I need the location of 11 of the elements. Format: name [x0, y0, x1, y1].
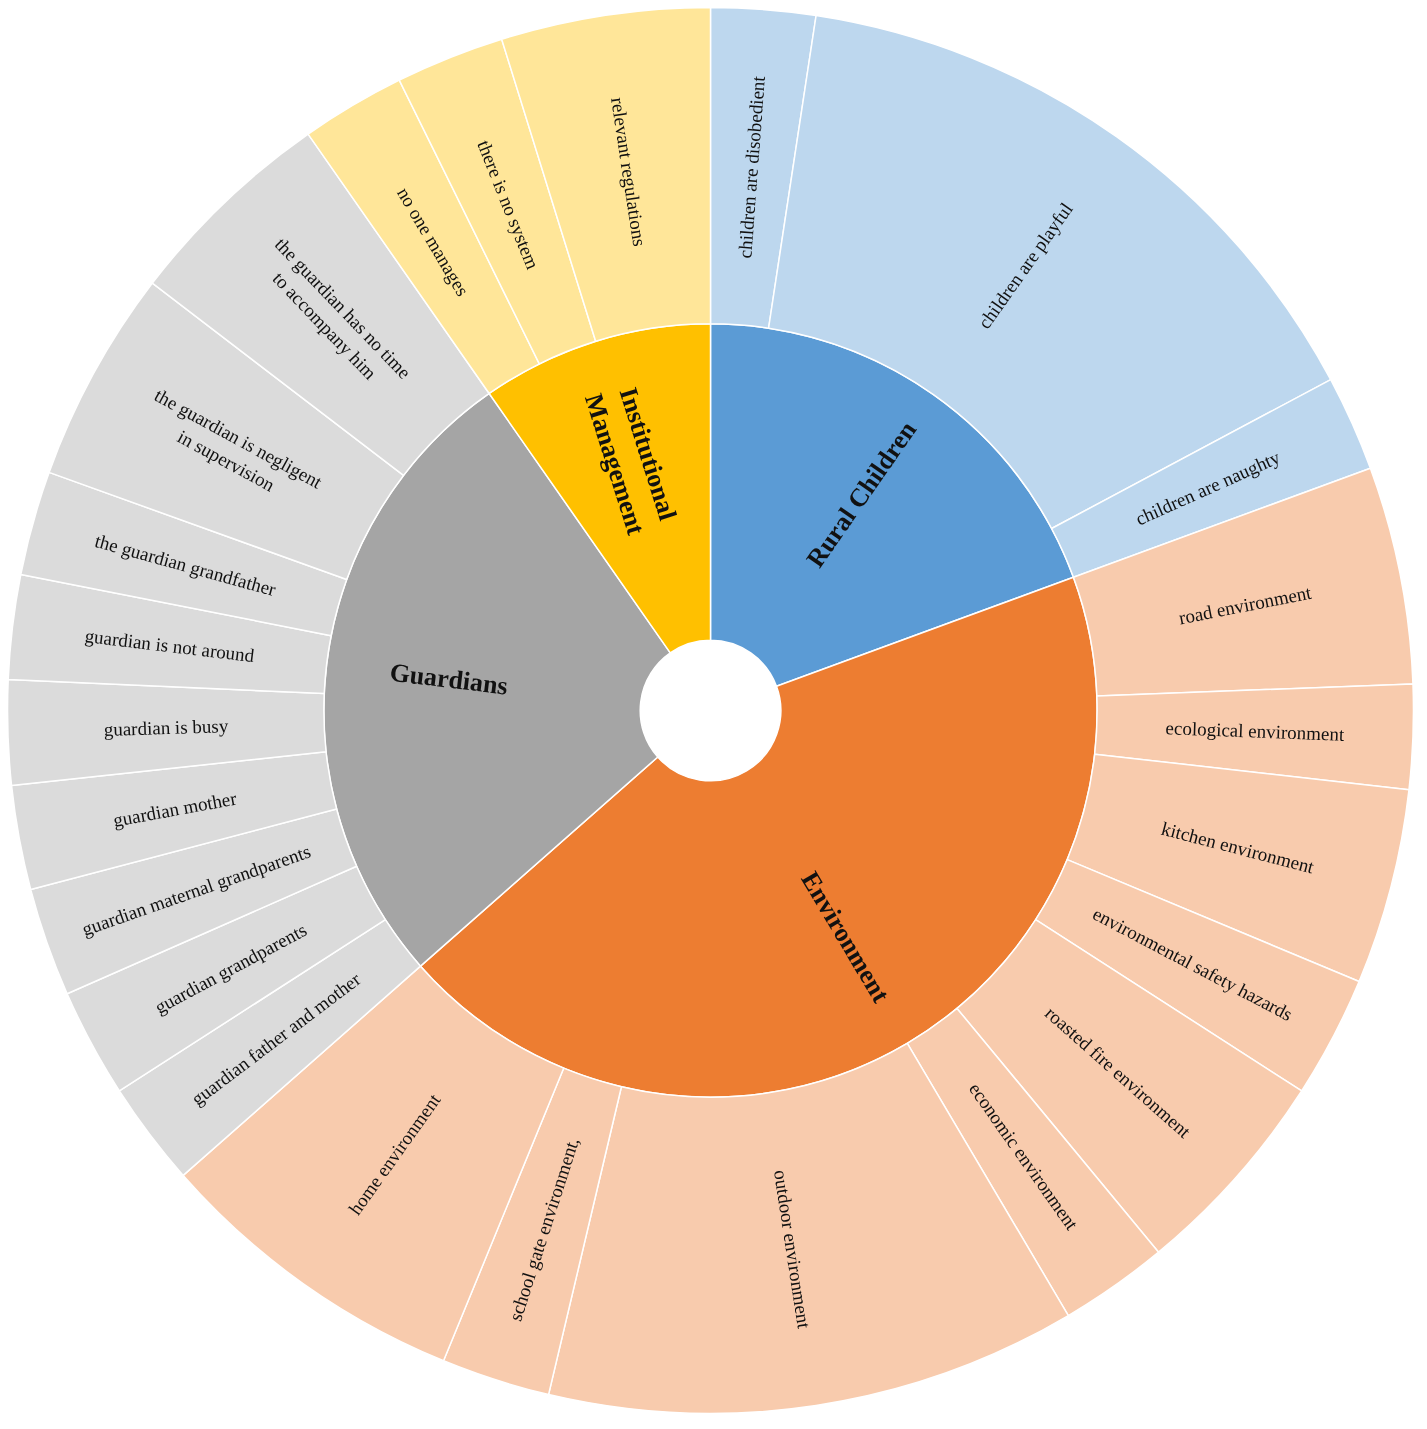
text: the guardian grandfather — [92, 530, 279, 601]
text: children are disobedient — [734, 74, 769, 260]
text: outdoor environment — [769, 1168, 815, 1331]
text: there is no system — [473, 137, 544, 273]
text: road environment — [1176, 581, 1314, 629]
text: guardian is busy — [103, 715, 230, 741]
text: guardian is not around — [83, 625, 256, 667]
text: ecological environment — [1165, 717, 1346, 745]
text: relevant regulations — [606, 95, 651, 248]
text: Guardians — [388, 657, 510, 701]
text: guardian mother — [111, 787, 239, 831]
